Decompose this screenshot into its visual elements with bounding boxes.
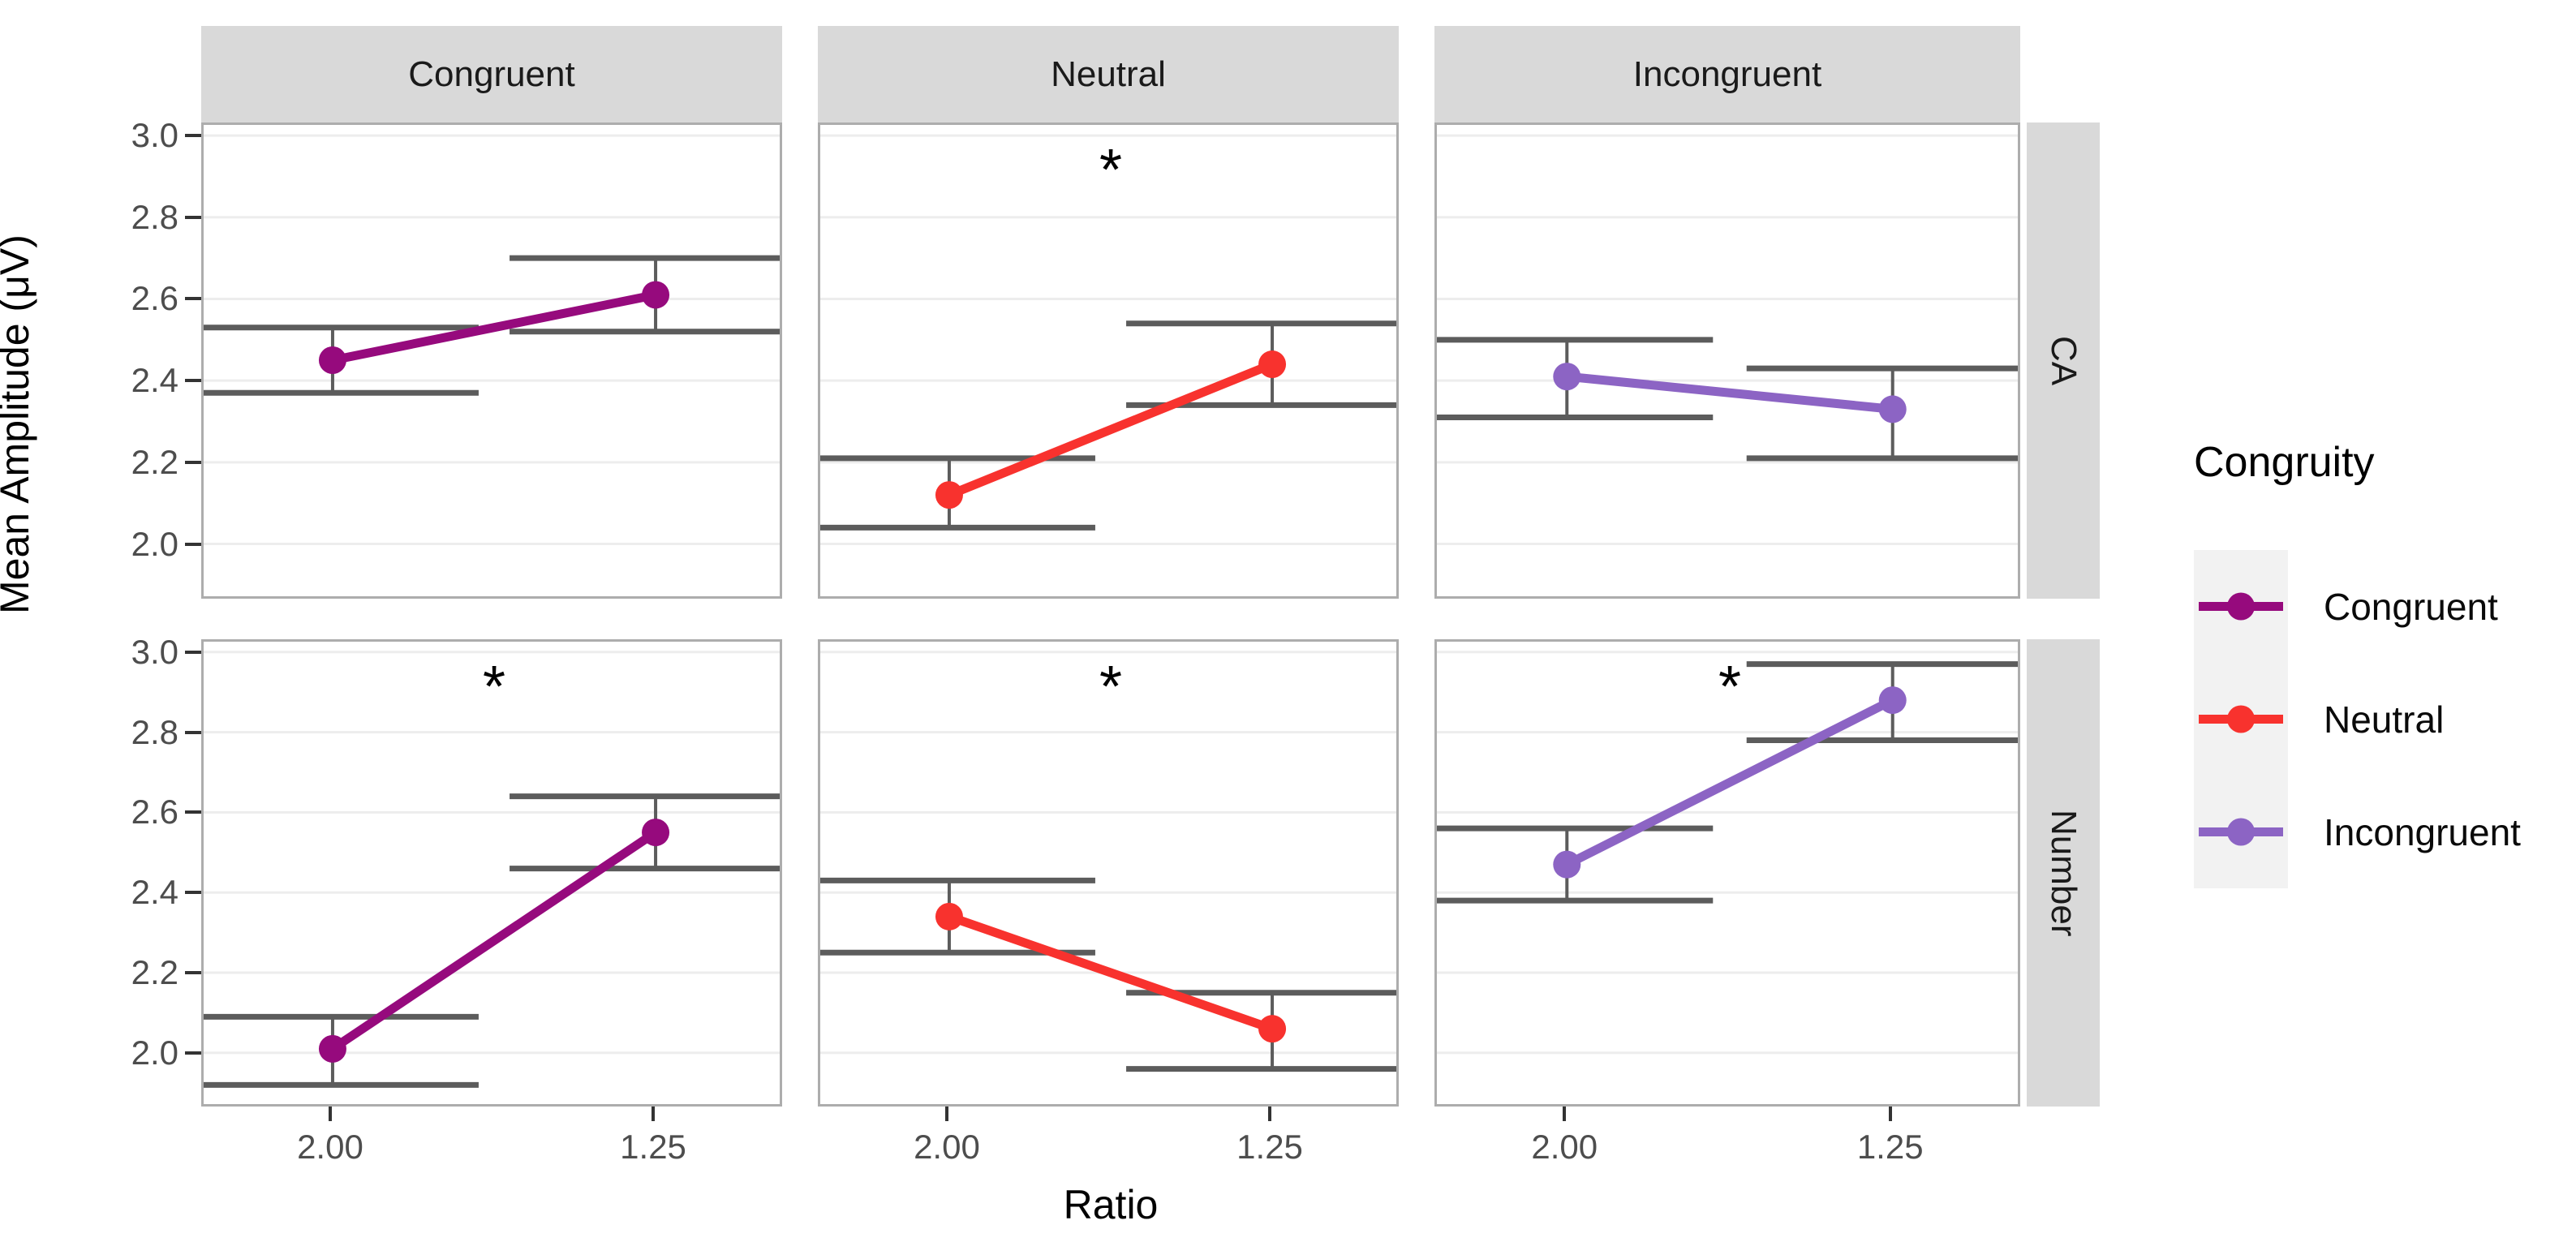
significance-marker: * [1099, 138, 1122, 203]
series-line [1564, 696, 1895, 869]
y-tick-mark [185, 460, 201, 464]
legend-label-neutral: Neutral [2324, 698, 2445, 741]
legend-point-icon [2227, 705, 2255, 733]
y-tick-label: 2.0 [131, 524, 178, 563]
x-tick-mark [1563, 1107, 1567, 1121]
y-tick-mark [185, 542, 201, 546]
facet-strip-row-number: Number [2027, 639, 2100, 1107]
x-tick-mark [652, 1107, 656, 1121]
y-tick-mark [185, 650, 201, 654]
panel-number-incongruent: * [1421, 639, 2039, 1107]
significance-marker: * [1718, 655, 1741, 720]
panel-canvas [186, 134, 802, 546]
data-point [935, 902, 963, 930]
series-line [948, 912, 1274, 1034]
data-point [642, 281, 670, 309]
data-point [1553, 363, 1581, 391]
y-tick-label: 2.8 [131, 712, 178, 751]
x-tick-label: 2.00 [1531, 1128, 1598, 1166]
series-line [329, 828, 659, 1053]
y-tick-mark [185, 297, 201, 301]
panel-canvas: * [1421, 651, 2039, 1055]
legend-key-incongruent [2194, 776, 2288, 888]
y-tick-label: 2.4 [131, 361, 178, 400]
x-tick-mark [1888, 1107, 1892, 1121]
legend-point-icon [2227, 592, 2255, 621]
y-tick-label: 2.0 [131, 1033, 178, 1072]
x-tick-mark [328, 1107, 332, 1121]
legend-key-marker-icon [2199, 592, 2283, 621]
series-line [1566, 372, 1894, 414]
data-point [1878, 686, 1907, 715]
panel-ca-incongruent [1421, 122, 2039, 599]
y-tick-label: 3.0 [131, 632, 178, 671]
legend-key-neutral [2194, 663, 2288, 776]
significance-marker: * [1099, 655, 1122, 720]
series-line [331, 290, 657, 365]
facet-strip-col-incongruent: Incongruent [1434, 26, 2020, 122]
data-point [318, 346, 346, 374]
panel-canvas: * [802, 651, 1419, 1072]
legend-key-marker-icon [2199, 818, 2283, 846]
y-tick-mark [185, 134, 201, 138]
panel-ca-congruent [186, 122, 802, 599]
y-tick-label: 2.2 [131, 442, 178, 481]
data-point [1878, 395, 1907, 423]
panel-canvas: * [802, 134, 1419, 546]
y-tick-label: 2.6 [131, 793, 178, 832]
data-point [318, 1034, 346, 1063]
y-tick-label: 2.6 [131, 279, 178, 318]
legend-label-congruent: Congruent [2324, 585, 2498, 628]
x-tick-label: 2.00 [914, 1128, 980, 1166]
legend-key-congruent [2194, 550, 2288, 663]
legend-label-incongruent: Incongruent [2324, 810, 2521, 853]
x-tick-label: 1.25 [620, 1128, 686, 1166]
x-tick-label: 1.25 [1856, 1128, 1924, 1166]
data-point [1258, 350, 1287, 379]
y-tick-mark [185, 379, 201, 383]
facet-strip-col-congruent: Congruent [201, 26, 782, 122]
y-tick-mark [185, 810, 201, 814]
facet-strip-col-neutral: Neutral [818, 26, 1399, 122]
x-tick-mark [1268, 1107, 1272, 1121]
y-axis-title: Mean Amplitude (μV) [0, 234, 37, 614]
panel-canvas: * [186, 651, 802, 1088]
y-tick-label: 2.4 [131, 873, 178, 912]
y-tick-mark [185, 730, 201, 734]
panel-ca-neutral: * [802, 122, 1419, 599]
panel-number-congruent: * [186, 639, 802, 1107]
data-point [642, 819, 670, 847]
y-tick-label: 2.8 [131, 197, 178, 236]
x-tick-label: 2.00 [297, 1128, 363, 1166]
y-tick-mark [185, 891, 201, 895]
data-point [1258, 1015, 1287, 1043]
y-tick-mark [185, 215, 201, 219]
facet-strip-row-ca: CA [2027, 122, 2100, 599]
legend-point-icon [2227, 818, 2255, 846]
series-line [947, 359, 1275, 500]
data-point [1553, 850, 1581, 879]
panel-canvas [1421, 134, 2039, 546]
significance-marker: * [483, 655, 505, 720]
x-axis-title: Ratio [1063, 1182, 1159, 1227]
y-tick-mark [185, 971, 201, 974]
y-tick-mark [185, 1051, 201, 1055]
y-tick-label: 2.2 [131, 953, 178, 991]
legend-key-marker-icon [2199, 705, 2283, 733]
x-tick-label: 1.25 [1236, 1128, 1303, 1166]
panel-number-neutral: * [802, 639, 1419, 1107]
y-tick-label: 3.0 [131, 116, 178, 155]
data-point [935, 481, 963, 509]
x-tick-mark [944, 1107, 948, 1121]
legend-title: Congruity [2194, 439, 2375, 486]
